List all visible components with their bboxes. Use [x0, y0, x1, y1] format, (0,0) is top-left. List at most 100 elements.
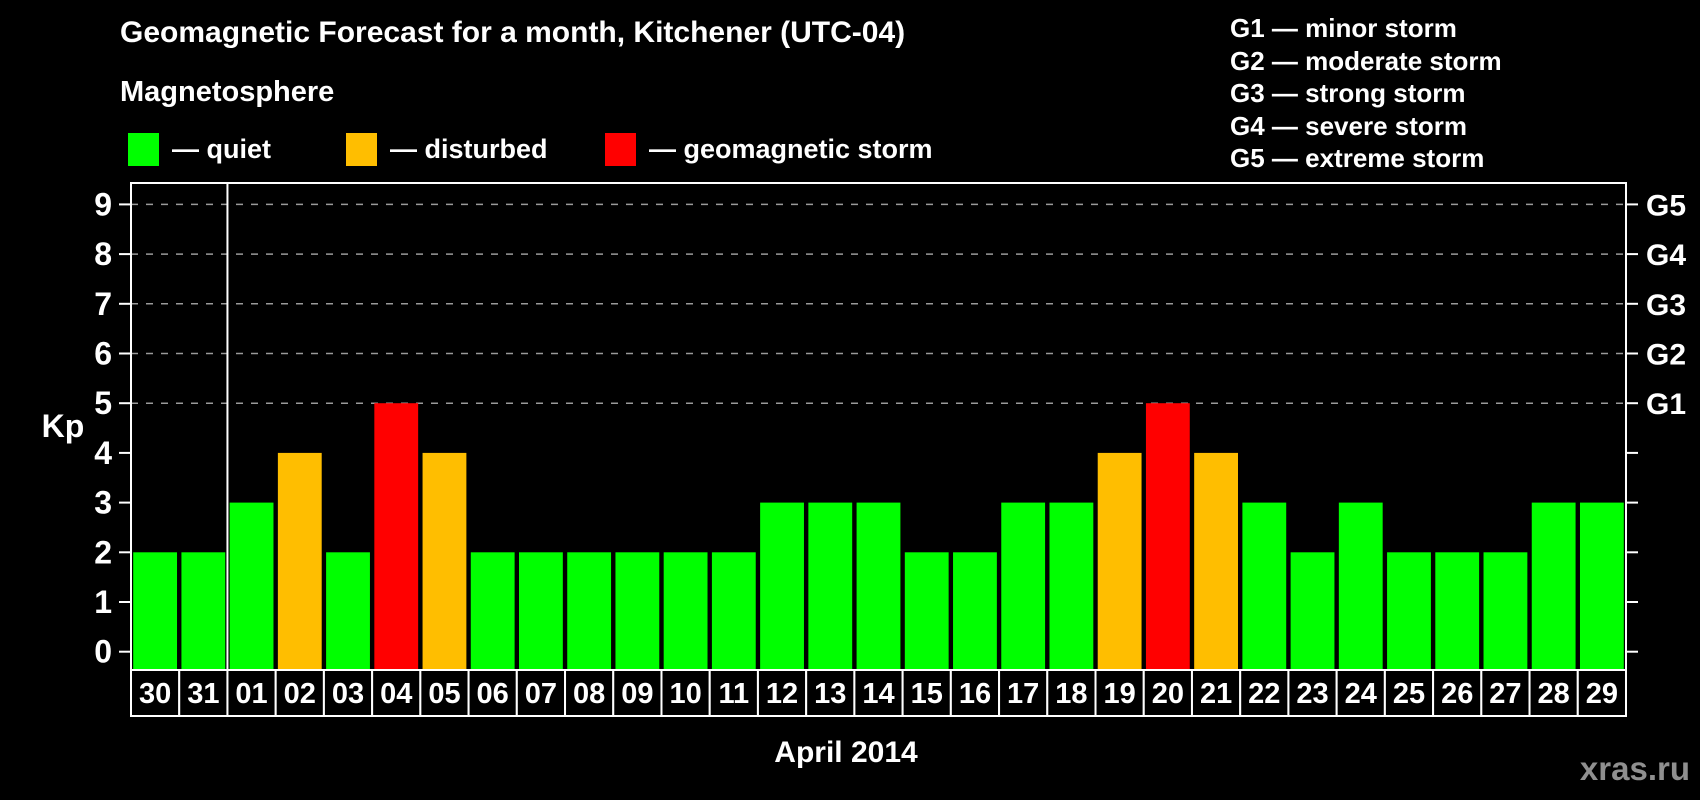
date-box-28: [1528, 669, 1579, 717]
bar-06: [470, 552, 515, 670]
date-box-14: [853, 669, 904, 717]
g-scale-line-g3: G3 — strong storm: [1230, 78, 1466, 108]
bar-08: [567, 552, 612, 670]
date-label-26: 26: [1441, 678, 1473, 710]
disturbed-color-swatch: [346, 133, 377, 166]
bar-25: [1387, 552, 1431, 670]
date-box-20: [1142, 669, 1193, 717]
bar-31: [181, 552, 226, 670]
left-tick-label-5: 5: [94, 385, 112, 421]
left-tick-label-8: 8: [94, 236, 112, 272]
left-tick-label-6: 6: [94, 336, 112, 372]
date-box-11: [708, 669, 759, 717]
date-label-25: 25: [1393, 678, 1425, 710]
bar-01: [229, 502, 274, 670]
date-label-15: 15: [911, 678, 943, 710]
bar-29: [1579, 502, 1624, 670]
date-label-27: 27: [1489, 678, 1521, 710]
date-label-07: 07: [525, 678, 557, 710]
date-label-08: 08: [573, 678, 605, 710]
date-label-29: 29: [1586, 678, 1618, 710]
left-tick-label-2: 2: [94, 534, 112, 570]
date-label-13: 13: [814, 678, 846, 710]
bar-03: [326, 552, 370, 670]
bar-26: [1435, 552, 1480, 670]
date-box-07: [515, 669, 567, 717]
left-tick-label-1: 1: [94, 584, 112, 620]
left-tick-label-3: 3: [94, 485, 112, 521]
bar-16: [953, 552, 997, 670]
date-label-24: 24: [1345, 678, 1377, 710]
bar-04: [374, 403, 419, 670]
y-axis-title-kp: Kp: [42, 408, 85, 444]
left-tick-label-4: 4: [94, 435, 112, 471]
right-tick-label-G1: G1: [1646, 388, 1686, 421]
legend-label-storm: — geomagnetic storm: [649, 134, 933, 164]
left-tick-label-9: 9: [94, 186, 112, 222]
bar-07: [519, 552, 563, 670]
bar-23: [1290, 552, 1335, 670]
bar-11: [711, 552, 756, 670]
date-box-29: [1576, 669, 1627, 717]
date-label-14: 14: [862, 678, 894, 710]
right-tick-label-G5: G5: [1646, 189, 1686, 222]
legend-item-disturbed: — disturbed: [346, 132, 548, 167]
date-label-20: 20: [1152, 678, 1184, 710]
bar-20: [1145, 403, 1190, 670]
legend-item-quiet: — quiet: [128, 132, 271, 167]
date-label-21: 21: [1200, 678, 1232, 710]
bar-12: [760, 502, 804, 670]
date-box-30: [130, 669, 181, 717]
date-label-06: 06: [477, 678, 509, 710]
legend-label-disturbed: — disturbed: [390, 134, 548, 164]
date-label-16: 16: [959, 678, 991, 710]
date-label-18: 18: [1055, 678, 1087, 710]
date-box-04: [371, 669, 422, 717]
g-scale-line-g2: G2 — moderate storm: [1230, 45, 1502, 76]
legend-item-storm: — geomagnetic storm: [605, 132, 933, 167]
bar-14: [856, 502, 901, 670]
date-box-23: [1287, 669, 1338, 717]
date-box-27: [1480, 669, 1531, 717]
g-scale-legend: G1 — minor storm G2 — moderate storm G3 …: [1230, 12, 1502, 175]
date-label-11: 11: [718, 678, 749, 710]
g-scale-line-g4: G4 — severe storm: [1230, 110, 1468, 141]
bar-22: [1242, 502, 1287, 670]
bar-05: [422, 452, 467, 670]
g-scale-line-g1: G1 — minor storm: [1230, 13, 1457, 43]
bar-09: [615, 552, 660, 670]
date-label-03: 03: [332, 678, 364, 710]
date-label-05: 05: [428, 678, 460, 710]
date-box-12: [756, 669, 808, 717]
date-box-17: [998, 669, 1049, 717]
magnetosphere-label: Magnetosphere: [120, 76, 335, 108]
date-box-03: [322, 669, 374, 717]
bar-28: [1531, 502, 1576, 670]
date-box-13: [805, 669, 856, 717]
date-label-19: 19: [1103, 678, 1135, 710]
bar-17: [1001, 502, 1046, 670]
bar-02: [277, 452, 322, 670]
date-label-09: 09: [621, 678, 653, 710]
date-label-22: 22: [1248, 678, 1280, 710]
quiet-color-swatch: [128, 133, 159, 166]
right-tick-label-G4: G4: [1646, 239, 1686, 272]
x-axis-title-month: April 2014: [774, 736, 918, 769]
date-label-30: 30: [139, 678, 171, 710]
bar-18: [1049, 502, 1094, 670]
xras-watermark: xras.ru: [1579, 750, 1690, 787]
right-tick-label-G2: G2: [1646, 339, 1686, 372]
date-label-10: 10: [669, 678, 701, 710]
storm-color-swatch: [605, 133, 636, 166]
date-label-04: 04: [380, 678, 412, 710]
date-box-24: [1335, 669, 1386, 717]
bar-24: [1338, 502, 1383, 670]
date-label-28: 28: [1538, 678, 1570, 710]
date-box-16: [949, 669, 1001, 717]
date-box-06: [467, 669, 518, 717]
date-label-02: 02: [284, 678, 316, 710]
date-box-22: [1239, 669, 1290, 717]
date-box-31: [178, 669, 229, 717]
